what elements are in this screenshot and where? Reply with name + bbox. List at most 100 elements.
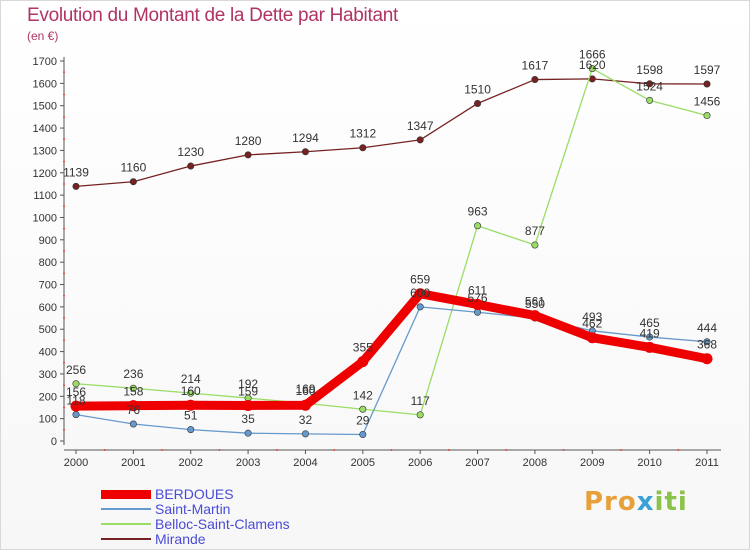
- data-point: [70, 400, 82, 412]
- y-minor-tick: [63, 384, 65, 387]
- data-label: 118: [66, 394, 85, 408]
- y-minor-tick: [63, 272, 65, 275]
- data-label: 160: [181, 384, 201, 398]
- x-minor-tick: [333, 449, 336, 451]
- x-tick-label: 2003: [236, 457, 260, 469]
- y-minor-tick: [63, 294, 65, 297]
- data-label: 29: [356, 414, 370, 428]
- data-label: 35: [241, 412, 255, 426]
- data-label: 1347: [407, 119, 434, 133]
- data-label: 1617: [522, 59, 549, 73]
- y-tick-label: 1600: [33, 78, 57, 90]
- data-label: 1294: [292, 131, 319, 145]
- data-label: 576: [468, 291, 488, 305]
- data-point: [531, 241, 539, 249]
- y-tick-label: 1500: [33, 101, 57, 113]
- data-point: [644, 341, 656, 353]
- data-label: 419: [640, 326, 660, 340]
- legend-swatch: [101, 508, 151, 510]
- data-point: [129, 384, 137, 392]
- data-label: 192: [238, 377, 258, 391]
- data-label: 1456: [694, 95, 721, 109]
- y-tick-label: 600: [39, 302, 57, 314]
- chart-title: Evolution du Montant de la Dette par Hab…: [27, 5, 398, 26]
- data-point: [531, 76, 539, 84]
- y-minor-tick: [63, 115, 65, 118]
- data-label: 1524: [636, 79, 663, 93]
- y-tick-label: 400: [39, 347, 57, 359]
- data-point: [244, 429, 252, 437]
- data-label: 465: [640, 316, 660, 330]
- y-tick-label: 800: [39, 257, 57, 269]
- y-minor-tick: [63, 339, 65, 342]
- data-point: [129, 178, 137, 186]
- data-point: [187, 389, 195, 397]
- x-minor-tick: [161, 449, 164, 451]
- data-label: 355: [353, 341, 373, 355]
- data-label: 142: [353, 388, 373, 402]
- y-minor-tick: [63, 71, 65, 74]
- data-label: 117: [411, 394, 430, 408]
- x-tick-label: 2008: [523, 457, 547, 469]
- x-tick-label: 2011: [695, 457, 719, 469]
- y-minor-tick: [63, 160, 65, 163]
- legend-swatch: [101, 490, 151, 499]
- x-tick-label: 2000: [64, 457, 88, 469]
- data-point: [703, 112, 711, 120]
- data-point: [299, 399, 311, 411]
- data-label: 1160: [120, 161, 146, 175]
- x-tick-label: 2010: [637, 457, 661, 469]
- data-label: 1230: [177, 145, 204, 159]
- y-axis-unit-label: (en €): [27, 29, 59, 43]
- data-point: [586, 332, 598, 344]
- y-minor-tick: [63, 428, 65, 431]
- data-label: 160: [295, 384, 315, 398]
- data-point: [72, 411, 80, 419]
- legend-swatch: [101, 523, 151, 525]
- data-point: [416, 136, 424, 144]
- y-minor-tick: [63, 182, 65, 185]
- x-tick-label: 2006: [408, 457, 432, 469]
- data-point: [185, 399, 197, 411]
- y-minor-tick: [63, 138, 65, 141]
- x-tick-label: 2002: [178, 457, 202, 469]
- y-minor-tick: [63, 406, 65, 409]
- y-minor-tick: [63, 227, 65, 230]
- data-label: 1666: [579, 48, 606, 62]
- data-label: 51: [184, 409, 198, 423]
- data-point: [72, 182, 80, 190]
- data-label: 1597: [694, 63, 721, 77]
- data-point: [416, 303, 424, 311]
- data-point: [474, 222, 482, 230]
- data-point: [416, 411, 424, 419]
- y-tick-label: 300: [39, 369, 57, 381]
- data-point: [359, 144, 367, 152]
- y-tick-label: 1300: [33, 145, 57, 157]
- series-line-3: [75, 78, 708, 188]
- x-minor-tick: [275, 449, 278, 451]
- y-tick-label: 0: [51, 436, 57, 448]
- data-point: [703, 80, 711, 88]
- x-minor-tick: [447, 449, 450, 451]
- x-tick-label: 2001: [121, 457, 145, 469]
- legend-label: Mirande: [155, 531, 206, 547]
- data-point: [588, 65, 596, 73]
- x-tick-label: 2009: [580, 457, 604, 469]
- x-tick-label: 2007: [465, 457, 489, 469]
- data-point: [127, 400, 139, 412]
- data-label: 462: [582, 317, 602, 331]
- data-label: 963: [468, 205, 488, 219]
- legend-label: Belloc-Saint-Clamens: [155, 516, 290, 532]
- y-tick-label: 1400: [33, 123, 57, 135]
- data-label: 214: [181, 372, 201, 386]
- data-label: 236: [123, 367, 143, 381]
- x-minor-tick: [505, 449, 508, 451]
- data-point: [242, 399, 254, 411]
- data-point: [301, 430, 309, 438]
- data-point: [703, 338, 711, 346]
- data-label: 493: [582, 310, 602, 324]
- legend-swatch: [101, 538, 151, 540]
- chart-axes: 0 100 200 300 400 500 600 700 800 900 1000 1100 1200…: [33, 56, 721, 469]
